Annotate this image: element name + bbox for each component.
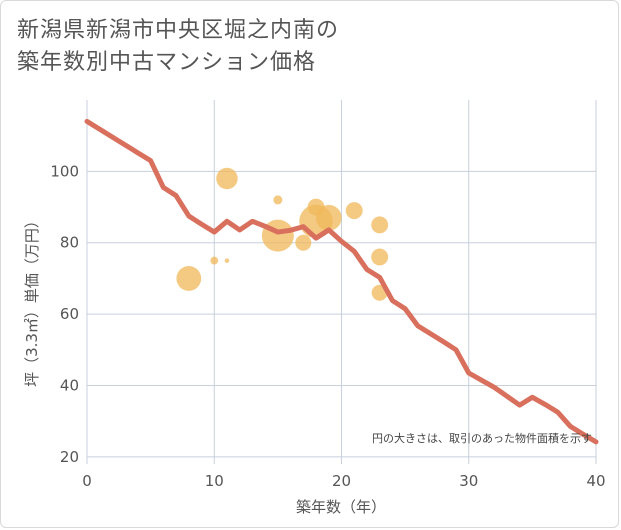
y-tick-label: 40 [60,376,79,394]
y-tick-label: 80 [60,234,79,252]
x-tick-label: 30 [459,472,478,490]
x-tick-label: 20 [332,472,351,490]
y-tick-label: 20 [60,448,79,466]
y-tick-label: 60 [60,305,79,323]
bubble-point [273,195,283,205]
chart-title-line1: 新潟県新潟市中央区堀之内南の [17,18,340,43]
x-axis-label: 築年数（年） [296,498,386,516]
bubble-point [371,216,389,234]
y-axis-label: 坪（3.3㎡）単価（万円） [23,213,41,387]
bubble-size-note: 円の大きさは、取引のあった物件面積を示す [372,431,592,445]
bubble-point [216,167,238,190]
x-tick-label: 40 [586,472,605,490]
chart-title-line2: 築年数別中古マンション価格 [17,50,317,75]
bubble-point [224,258,230,263]
x-tick-label: 0 [82,472,92,490]
grid-lines [86,100,597,464]
bubble-point [295,234,312,251]
trend-line [84,118,599,445]
x-tick-label: 10 [205,472,224,490]
bubble-point [315,204,342,231]
bubble-series [176,167,389,301]
y-tick-label: 100 [50,162,79,180]
bubble-point [210,256,219,265]
chart-title: 新潟県新潟市中央区堀之内南の 築年数別中古マンション価格 [17,15,437,79]
trend-line-series [84,118,599,445]
bubble-point [345,202,363,220]
axis-ticks: 0 10 20 30 40 20 40 60 80 100 [50,162,605,490]
bubble-point [371,248,389,266]
bubble-point [176,266,202,291]
